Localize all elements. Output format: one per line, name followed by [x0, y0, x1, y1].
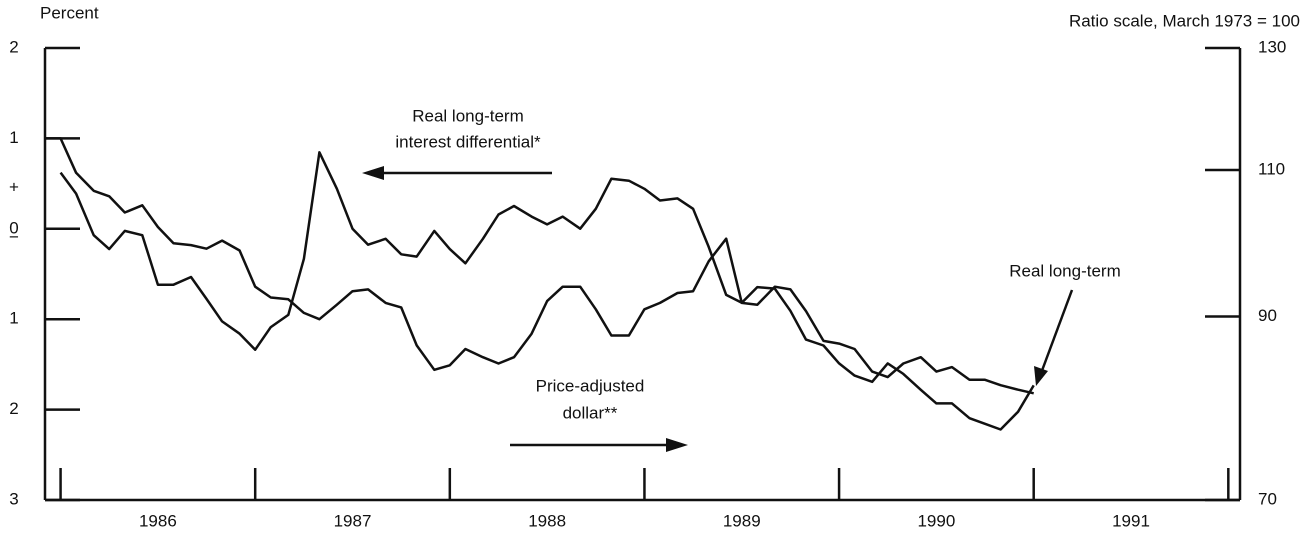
y-tick-label: 3 — [9, 489, 18, 508]
annotation: Price-adjusted — [536, 376, 645, 395]
y-tick-label: 1 — [9, 128, 18, 147]
y-tick-label: 2 — [9, 37, 18, 56]
x-tick-label: 1987 — [334, 511, 372, 530]
annotation: dollar** — [563, 403, 618, 422]
series-line — [59, 151, 1035, 431]
right-axis-title: Ratio scale, March 1973 = 100 — [1069, 11, 1300, 30]
y2-tick-label: 110 — [1258, 159, 1285, 178]
x-tick-label: 1990 — [917, 511, 955, 530]
annotation: Real long-term — [1009, 261, 1121, 280]
annotation: interest differential* — [395, 132, 541, 151]
annotation: Real long-term — [412, 106, 524, 125]
y2-tick-label: 70 — [1258, 489, 1277, 508]
sign: + — [9, 177, 19, 196]
y2-tick-label: 90 — [1258, 306, 1277, 325]
arrows — [362, 166, 1074, 452]
y-tick-label: 0 — [9, 218, 18, 237]
left-axis-title: Percent — [40, 3, 99, 22]
x-tick-label: 1991 — [1112, 511, 1150, 530]
x-tick-label: 1989 — [723, 511, 761, 530]
x-tick-label: 1988 — [528, 511, 566, 530]
x-tick-label: 1986 — [139, 511, 177, 530]
sign: − — [9, 227, 19, 246]
y-tick-label: 2 — [9, 399, 18, 418]
series-line — [45, 137, 1034, 395]
y2-tick-label: 130 — [1258, 37, 1286, 56]
y-tick-label: 1 — [9, 309, 18, 328]
